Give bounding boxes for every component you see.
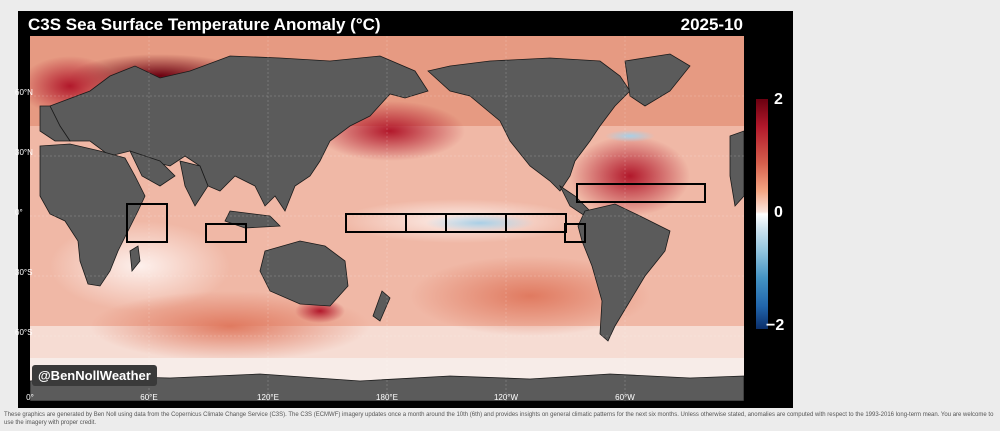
- west-africa-edge: [729, 130, 744, 207]
- lon-label-60e: 60°E: [140, 393, 158, 402]
- graticule: [30, 36, 744, 401]
- map-title: C3S Sea Surface Temperature Anomaly (°C): [28, 15, 381, 34]
- lon-label-60w: 60°W: [615, 393, 635, 402]
- anomaly-patch-nino: [425, 214, 535, 232]
- colorbar-min-label: −2: [766, 317, 785, 334]
- lat-label-30n: 30°N: [15, 148, 33, 157]
- region-box-mdr: [576, 183, 706, 203]
- lat-label-0: 0°: [15, 208, 23, 217]
- footer-disclaimer: These graphics are generated by Ben Noll…: [4, 412, 994, 426]
- lat-label-60s: 60°S: [15, 328, 33, 337]
- india: [179, 160, 209, 207]
- north-america: [427, 57, 631, 192]
- land-masses: [30, 53, 744, 401]
- new-zealand: [372, 290, 391, 322]
- arabia: [129, 150, 176, 187]
- map-date: 2025-10: [680, 15, 743, 34]
- colorbar-max-label: 2: [774, 91, 783, 108]
- madagascar: [129, 245, 141, 273]
- africa: [39, 143, 146, 287]
- lon-label-120w: 120°W: [493, 393, 519, 402]
- index-region-boxes: [126, 183, 706, 243]
- lat-label-60n: 60°N: [15, 88, 33, 97]
- lat-label-30s: 30°S: [15, 268, 33, 277]
- antarctica: [30, 373, 744, 401]
- region-box-iod-west: [126, 203, 168, 243]
- colorbar-mid-label: 0: [774, 204, 783, 221]
- australia: [259, 240, 349, 307]
- south-america: [577, 203, 671, 342]
- colorbar: [756, 99, 768, 329]
- map-canvas: [30, 36, 744, 401]
- lon-label-0: 0°: [26, 393, 34, 402]
- greenland: [624, 53, 691, 107]
- map-figure: C3S Sea Surface Temperature Anomaly (°C)…: [15, 11, 793, 408]
- sst-anomaly-map: [30, 36, 744, 401]
- watermark-badge: @BenNollWeather: [32, 365, 157, 386]
- region-box-nino12: [564, 223, 586, 243]
- region-box-iod-east: [205, 223, 247, 243]
- lon-label-120e: 120°E: [257, 393, 279, 402]
- lon-label-180e: 180°E: [376, 393, 398, 402]
- europe: [39, 105, 71, 142]
